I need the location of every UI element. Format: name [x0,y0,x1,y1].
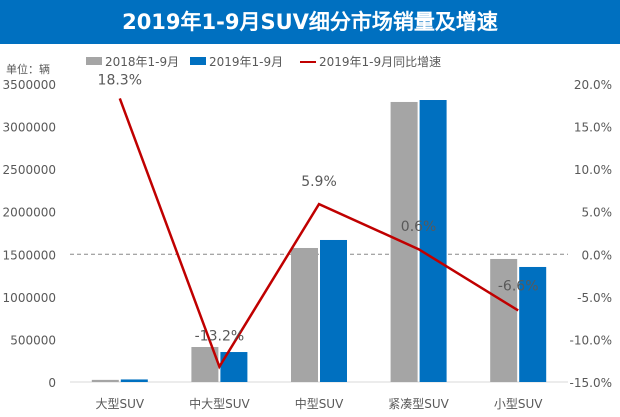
bar-2018 [490,258,518,382]
bar-2019 [419,100,447,382]
bar-2019 [519,266,547,382]
left-tick-label: 2000000 [3,206,56,220]
legend-swatch [190,57,206,65]
right-tick-label: 15.0% [574,121,612,135]
left-tick-label: 500000 [10,333,56,347]
data-label: 18.3% [98,72,142,88]
category-label: 小型SUV [494,397,543,411]
bar-2018 [91,379,119,382]
left-tick-label: 3000000 [3,121,56,135]
category-label: 紧凑型SUV [388,397,449,411]
right-tick-label: 20.0% [574,78,612,92]
chart-title: 2019年1-9月SUV细分市场销量及增速 [0,0,620,44]
legend-label: 2019年1-9月同比增速 [319,55,441,69]
right-tick-label: 0.0% [582,248,613,262]
right-tick-label: -15.0% [570,376,612,390]
legend-swatch [86,57,102,65]
bar-2018 [291,247,318,382]
data-label: 5.9% [301,174,337,190]
bar-2019 [320,239,347,382]
left-tick-label: 2500000 [3,163,56,177]
left-tick-label: 1500000 [3,248,56,262]
right-tick-label: 5.0% [582,206,613,220]
left-tick-label: 3500000 [3,78,56,92]
bar-2019 [120,379,148,382]
left-tick-label: 0 [48,376,56,390]
category-label: 中大型SUV [189,396,250,411]
right-tick-label: -5.0% [577,291,612,305]
right-tick-label: -10.0% [570,333,612,347]
data-label: -13.2% [195,329,245,345]
right-tick-label: 10.0% [574,163,612,177]
legend-label: 2019年1-9月 [209,55,283,69]
category-label: 中型SUV [295,396,344,411]
data-label: -6.6% [498,278,539,294]
left-tick-label: 1000000 [3,291,56,305]
growth-line [118,98,519,370]
data-label: 0.6% [401,219,437,235]
legend-label: 2018年1-9月 [105,55,179,69]
category-label: 大型SUV [95,397,144,411]
unit-label: 单位：辆 [6,62,50,76]
